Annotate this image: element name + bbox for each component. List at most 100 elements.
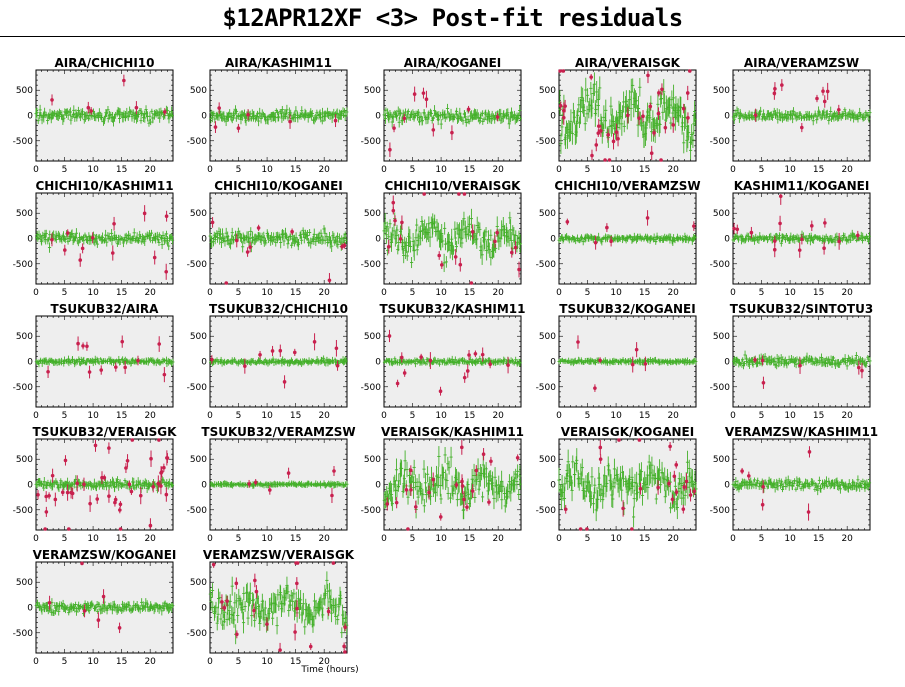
flagged-points [213, 102, 338, 134]
x-tick-label: 5 [236, 411, 242, 421]
flagged-point [772, 247, 777, 252]
x-tick-label: 20 [492, 288, 504, 298]
flagged-point [398, 237, 403, 241]
flagged-point [517, 267, 521, 272]
flagged-point [217, 106, 221, 110]
flagged-point [86, 105, 91, 110]
flagged-points [50, 205, 169, 280]
x-tick-label: 5 [236, 165, 242, 175]
good-points [209, 355, 348, 367]
flagged-point [800, 125, 804, 130]
flagged-point [589, 75, 593, 79]
x-tick-label: 5 [759, 288, 765, 298]
flagged-point [112, 221, 116, 226]
flagged-point [162, 372, 167, 377]
x-tick-label: 15 [464, 165, 475, 175]
y-tick-label: -500 [710, 260, 731, 270]
flagged-point [333, 118, 338, 123]
flagged-point [599, 129, 603, 133]
flagged-point [46, 369, 50, 374]
good-points [731, 106, 872, 126]
flagged-point [110, 251, 115, 255]
flagged-points [386, 192, 521, 285]
flagged-point [749, 230, 754, 235]
y-tick-label: 500 [190, 332, 207, 342]
flagged-point [142, 211, 147, 216]
y-tick-label: -500 [710, 137, 731, 147]
flagged-point [772, 91, 777, 96]
flagged-point [778, 221, 782, 226]
flagged-point [837, 239, 841, 244]
x-tick-label: 0 [730, 288, 736, 298]
flagged-point [513, 245, 518, 250]
flagged-point [681, 106, 686, 111]
panel-title: CHICHI10/KOGANEI [214, 179, 343, 193]
y-tick-label: 500 [713, 209, 730, 219]
flagged-point [99, 368, 104, 372]
panel-title: AIRA/KOGANEI [404, 56, 501, 70]
flagged-point [90, 235, 95, 240]
flagged-point [164, 214, 169, 219]
y-tick-label: 0 [550, 112, 556, 122]
panel-title: CHICHI10/VERAMZSW [554, 179, 700, 193]
panel-title: KASHIM11/KOGANEI [734, 179, 870, 193]
panel-title: CHICHI10/VERAISGK [385, 179, 522, 193]
x-tick-label: 0 [556, 165, 562, 175]
x-tick-label: 0 [207, 411, 213, 421]
x-tick-label: 15 [639, 165, 650, 175]
good-points [208, 225, 348, 253]
flagged-point [823, 221, 827, 225]
x-tick-label: 15 [290, 288, 301, 298]
y-tick-label: 0 [201, 358, 207, 368]
y-tick-label: -500 [187, 383, 208, 393]
flagged-point [562, 108, 566, 113]
x-tick-label: 10 [435, 165, 447, 175]
flagged-point [469, 281, 474, 285]
residual-panel: AIRA/VERAISGK 0 5 10 15 20 -500 0 500 [536, 56, 697, 175]
flagged-point [134, 105, 139, 110]
x-tick-label: 5 [236, 288, 242, 298]
y-tick-label: 500 [16, 209, 33, 219]
x-tick-label: 20 [318, 288, 330, 298]
flagged-point [152, 255, 157, 260]
residual-panel: CHICHI10/KASHIM11 0 5 10 15 20 -500 0 500 [13, 179, 175, 298]
flagged-point [594, 143, 599, 147]
y-tick-label: -500 [187, 137, 208, 147]
x-tick-label: 20 [841, 165, 853, 175]
panel-title: AIRA/VERAISGK [575, 56, 681, 70]
panel-title: AIRA/CHICHI10 [55, 56, 155, 70]
y-tick-label: 0 [27, 358, 33, 368]
flagged-point [431, 128, 436, 132]
flagged-point [646, 73, 650, 78]
title-rule [0, 36, 905, 37]
flagged-point [732, 226, 736, 231]
x-tick-label: 0 [207, 165, 213, 175]
flagged-point [391, 200, 396, 205]
y-tick-label: 500 [713, 86, 730, 96]
y-tick-label: 500 [190, 209, 207, 219]
flagged-point [236, 126, 241, 131]
flagged-point [462, 192, 467, 196]
flagged-points [732, 194, 860, 258]
flagged-point [234, 238, 239, 243]
x-tick-label: 10 [610, 288, 622, 298]
good-points [34, 355, 175, 368]
flagged-point [80, 246, 85, 251]
flagged-point [393, 218, 397, 223]
good-points [209, 104, 349, 127]
y-tick-label: 0 [27, 235, 33, 245]
flagged-point [596, 124, 601, 128]
flagged-point [822, 99, 827, 104]
flagged-point [63, 248, 67, 252]
x-tick-label: 15 [464, 288, 475, 298]
y-tick-label: -500 [13, 137, 34, 147]
good-points [34, 104, 174, 127]
x-tick-label: 0 [33, 288, 39, 298]
flagged-points [50, 74, 167, 116]
flagged-point [836, 107, 841, 112]
y-tick-label: 500 [16, 332, 33, 342]
x-tick-label: 10 [610, 165, 622, 175]
flagged-point [136, 358, 140, 363]
flagged-point [81, 344, 85, 348]
flagged-point [422, 192, 426, 196]
